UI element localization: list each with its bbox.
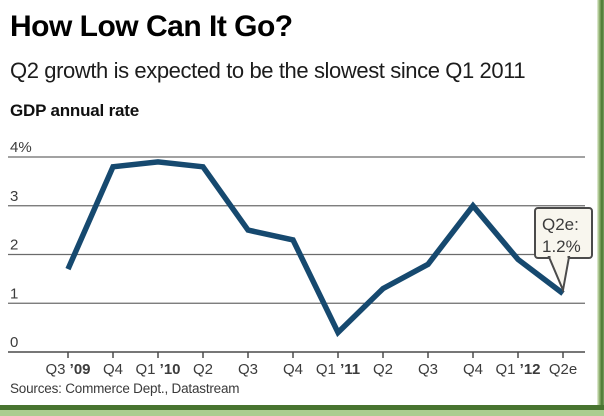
- callout-text-line2: 1.2%: [542, 237, 581, 256]
- x-tick-label: Q2: [373, 361, 393, 378]
- sources-note: Sources: Commerce Dept., Datastream: [10, 381, 240, 396]
- x-tick-label: Q1 ’12: [495, 361, 540, 378]
- callout-tail-joint: [550, 254, 568, 259]
- frame-bottom-border-dark: [0, 405, 604, 410]
- y-tick-label: 1: [10, 285, 18, 302]
- chart-subtitle: Q2 growth is expected to be the slowest …: [10, 58, 526, 83]
- x-tick-label: Q2e: [549, 361, 577, 378]
- frame-bottom-border-light: [0, 410, 604, 416]
- gdp-line: [65, 159, 565, 338]
- y-tick-label: 3: [10, 188, 18, 205]
- x-tick-label: Q3: [238, 361, 258, 378]
- x-tick-label: Q4: [463, 361, 483, 378]
- x-tick-label: Q4: [283, 361, 303, 378]
- gdp-annual-rate-label: GDP annual rate: [10, 101, 139, 120]
- x-tick-label: Q1 ’11: [316, 361, 360, 378]
- x-tick-label: Q3: [418, 361, 438, 378]
- gdp-line-chart: 4% 3 2 1 0 Q3 ’09 Q4 Q1 ’10 Q2 Q3 Q4 Q1 ’11 Q2 Q3 Q4 Q1…: [8, 139, 593, 378]
- x-tick-label: Q1 ’10: [135, 361, 180, 378]
- y-tick-label: 2: [10, 237, 18, 254]
- chart-title: How Low Can It Go?: [10, 10, 293, 43]
- frame-right-border: [597, 0, 604, 416]
- x-tick-label: Q4: [103, 361, 123, 378]
- callout-text-line1: Q2e:: [542, 215, 579, 234]
- y-tick-label: 0: [10, 334, 18, 351]
- x-tick-label: Q3 ’09: [45, 361, 90, 378]
- x-tick-label: Q2: [193, 361, 213, 378]
- y-tick-label: 4%: [10, 139, 32, 156]
